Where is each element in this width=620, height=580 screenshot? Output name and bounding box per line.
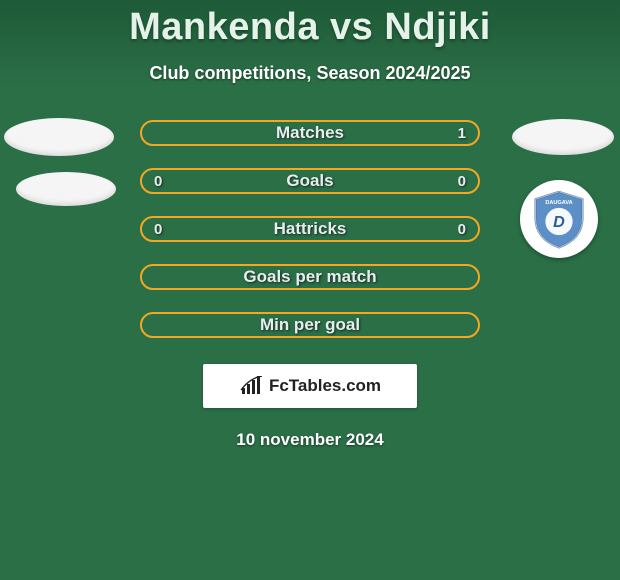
brand-badge[interactable]: FcTables.com (203, 364, 417, 408)
stat-right: 1 (458, 125, 466, 142)
stat-label: Matches (142, 123, 478, 143)
stat-row-gpm: Goals per match (140, 264, 480, 290)
page-title: Mankenda vs Ndjiki (0, 0, 620, 49)
crest-letter: D (553, 213, 565, 231)
crest-label: DAUGAVA (545, 200, 572, 206)
player1-avatar-placeholder (4, 118, 114, 156)
player1-club-placeholder (16, 172, 116, 206)
date-label: 10 november 2024 (0, 430, 620, 450)
player2-club-crest: DAUGAVA D (520, 180, 598, 258)
subtitle: Club competitions, Season 2024/2025 (0, 63, 620, 84)
stat-row-goals: 0 Goals 0 (140, 168, 480, 194)
stat-label: Goals per match (142, 267, 478, 287)
brand-name: FcTables.com (269, 376, 381, 396)
stat-label: Hattricks (142, 219, 478, 239)
stat-row-hattricks: 0 Hattricks 0 (140, 216, 480, 242)
stat-row-mpg: Min per goal (140, 312, 480, 338)
stat-label: Goals (142, 171, 478, 191)
stat-row-matches: Matches 1 (140, 120, 480, 146)
stat-right: 0 (458, 221, 466, 238)
bar-chart-icon (239, 376, 265, 396)
player1-name: Mankenda (129, 6, 319, 48)
player2-name: Ndjiki (384, 6, 490, 48)
stat-left: 0 (154, 221, 162, 238)
vs-separator: vs (330, 6, 373, 48)
stat-label: Min per goal (142, 315, 478, 335)
player2-avatar-placeholder (512, 119, 614, 155)
stat-left: 0 (154, 173, 162, 190)
stat-right: 0 (458, 173, 466, 190)
shield-icon: DAUGAVA D (528, 188, 590, 250)
